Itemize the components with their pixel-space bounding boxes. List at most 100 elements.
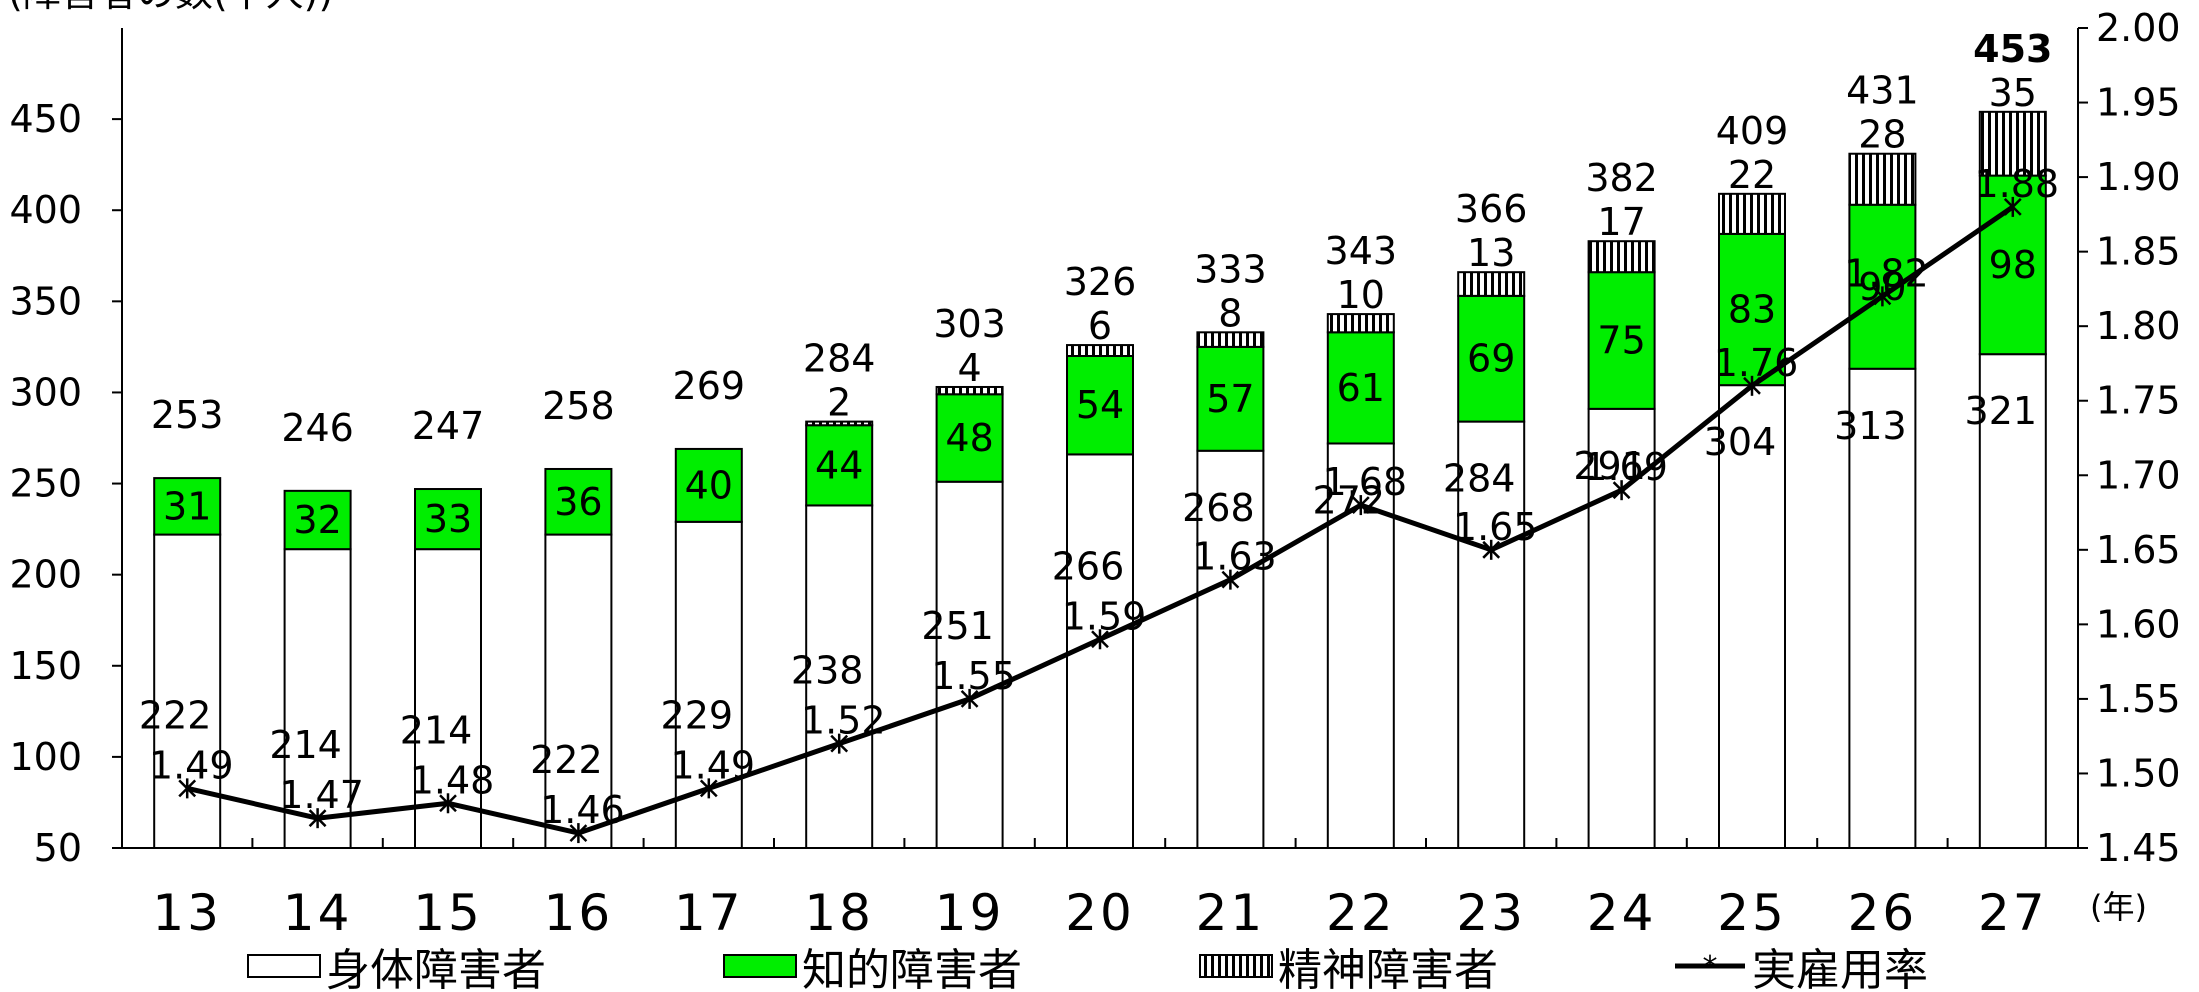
rate-point	[439, 793, 457, 814]
rate-label: 1.82	[1844, 251, 1929, 295]
label-total: 269	[673, 364, 746, 408]
rate-point	[308, 808, 327, 829]
rate-point	[1351, 495, 1370, 516]
bar-physical	[153, 533, 222, 849]
x-tick-label: 25	[1717, 884, 1787, 942]
label-physical: 284	[1443, 457, 1516, 501]
right-tick-label: 1.80	[2096, 304, 2181, 348]
rate-point	[1873, 286, 1892, 307]
bar-intellectual	[935, 393, 1004, 483]
label-mental: 2	[827, 381, 851, 425]
x-tick-label: 17	[674, 884, 744, 942]
rate-point	[1482, 539, 1501, 560]
left-tick-label: 250	[9, 462, 82, 506]
label-mental: 28	[1858, 113, 1906, 157]
bar-mental	[1718, 192, 1786, 235]
rate-label: 1.88	[1974, 162, 2059, 206]
bar-intellectual	[1978, 174, 2047, 356]
rate-point	[1612, 480, 1631, 501]
label-mental: 4	[958, 346, 982, 390]
label-physical: 222	[530, 738, 603, 782]
label-physical: 222	[139, 693, 212, 737]
rate-label: 1.52	[801, 699, 886, 743]
x-tick-label: 20	[1065, 884, 1135, 942]
label-mental: 35	[1989, 71, 2037, 115]
right-tick-label: 1.65	[2096, 528, 2181, 572]
legend-swatch-intellectual	[723, 954, 797, 978]
label-physical: 321	[1965, 389, 2038, 433]
label-physical: 272	[1313, 478, 1386, 522]
bar-mental	[1848, 152, 1917, 206]
label-intellectual: 61	[1337, 366, 1385, 410]
label-physical: 304	[1704, 420, 1777, 464]
right-tick-label: 1.50	[2096, 751, 2181, 795]
rate-point	[178, 778, 197, 799]
label-intellectual: 54	[1076, 383, 1124, 427]
bar-physical	[283, 548, 352, 850]
legend: 身体障害者 知的障害者 精神障害者 * 実雇用率	[247, 945, 1928, 992]
rate-label: 1.49	[670, 743, 755, 787]
label-intellectual: 69	[1467, 337, 1515, 381]
rate-label: 1.69	[1583, 445, 1668, 489]
right-tick-label: 1.95	[2096, 81, 2181, 125]
bar-intellectual	[805, 424, 874, 507]
label-intellectual: 36	[554, 480, 602, 524]
right-tick-label: 1.55	[2096, 677, 2181, 721]
chart-title: (障害者の数(千人))	[8, 0, 333, 15]
rate-point	[2003, 196, 2022, 217]
legend-item-physical: 身体障害者	[247, 945, 546, 992]
label-intellectual: 40	[685, 463, 733, 507]
right-tick-label: 1.90	[2096, 155, 2181, 199]
label-total: 431	[1846, 69, 1919, 113]
label-total: 453	[1973, 27, 2052, 71]
left-tick-label: 200	[9, 553, 82, 597]
label-mental: 22	[1728, 153, 1776, 197]
left-tick-label: 100	[9, 735, 82, 779]
rate-label: 1.63	[1192, 535, 1277, 579]
bar-intellectual	[544, 467, 613, 536]
left-tick-label: 300	[9, 370, 82, 414]
bar-intellectual	[1718, 232, 1786, 387]
legend-label-intellectual: 知的障害者	[802, 945, 1022, 992]
rate-label: 1.49	[149, 743, 234, 787]
rate-label: 1.47	[279, 773, 364, 817]
bar-physical	[674, 520, 743, 849]
bar-intellectual	[674, 447, 743, 523]
bar-mental	[1326, 313, 1395, 334]
x-tick-label: 16	[544, 884, 614, 942]
label-physical: 266	[1052, 544, 1125, 588]
bar-physical	[1457, 420, 1526, 849]
x-tick-label: 23	[1456, 884, 1526, 942]
label-physical: 268	[1182, 486, 1255, 530]
bar-mental	[1457, 271, 1526, 297]
x-tick-label: 26	[1848, 884, 1918, 942]
legend-item-mental: 精神障害者	[1199, 945, 1498, 992]
label-mental: 13	[1467, 231, 1515, 275]
label-physical: 214	[400, 708, 473, 752]
label-total: 253	[151, 393, 224, 437]
legend-swatch-physical	[247, 954, 321, 978]
label-total: 333	[1194, 247, 1267, 291]
rate-point	[960, 688, 979, 709]
right-tick-label: 2.00	[2096, 6, 2181, 50]
right-tick-label: 1.60	[2096, 602, 2181, 646]
bar-mental	[1066, 344, 1134, 358]
bar-physical	[1196, 449, 1265, 849]
label-intellectual: 33	[424, 497, 472, 541]
x-axis-ticks: 13 14 15 16 17 18 19 20 21 22 23 24 25 26 27	[152, 838, 2045, 942]
right-tick-label: 1.75	[2096, 379, 2181, 423]
label-intellectual: 31	[163, 484, 211, 528]
label-intellectual: 44	[815, 443, 863, 487]
x-unit-label: (年)	[2090, 888, 2147, 926]
bar-intellectual	[1196, 345, 1265, 452]
label-total: 247	[412, 404, 485, 448]
label-mental: 6	[1088, 304, 1112, 348]
right-tick-label: 1.70	[2096, 453, 2181, 497]
label-total: 246	[281, 406, 354, 450]
x-tick-label: 18	[804, 884, 874, 942]
bar-intellectual	[414, 488, 482, 551]
label-total: 343	[1325, 229, 1398, 273]
label-physical: 313	[1834, 404, 1907, 448]
label-intellectual: 75	[1597, 319, 1645, 363]
